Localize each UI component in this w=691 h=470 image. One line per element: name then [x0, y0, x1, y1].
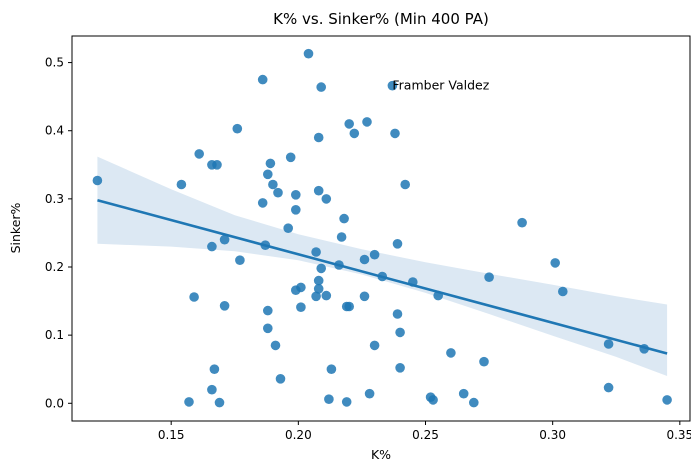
- data-point: [219, 234, 230, 245]
- data-point: [291, 205, 301, 215]
- y-axis-label: Sinker%: [8, 202, 23, 253]
- data-point: [395, 363, 405, 373]
- data-point: [263, 323, 273, 334]
- data-point: [344, 301, 355, 312]
- y-tick-label: 0.2: [45, 260, 64, 274]
- data-point: [339, 213, 349, 224]
- plot-area-frame: [71, 35, 691, 422]
- data-point: [369, 249, 380, 260]
- data-point: [283, 223, 294, 233]
- data-point: [311, 247, 321, 257]
- x-tick-label: 0.20: [285, 428, 312, 442]
- data-point: [273, 187, 283, 198]
- data-point: [209, 364, 220, 375]
- data-point: [428, 395, 438, 405]
- confidence-band-layer: [97, 156, 668, 376]
- regression-line-layer: [97, 198, 668, 355]
- data-point: [392, 309, 403, 319]
- data-point: [603, 339, 614, 349]
- x-tick-label: 0.15: [158, 428, 185, 442]
- data-point: [184, 397, 194, 407]
- y-tick-label: 0.0: [45, 396, 64, 410]
- data-point: [176, 179, 187, 190]
- data-point: [268, 179, 278, 190]
- data-point: [344, 119, 355, 129]
- data-point: [321, 194, 332, 204]
- data-point: [446, 348, 456, 358]
- data-point: [214, 397, 225, 408]
- data-point: [313, 132, 324, 143]
- data-point: [263, 305, 273, 316]
- data-point: [265, 158, 276, 169]
- data-point: [285, 152, 296, 163]
- chart-title: K% vs. Sinker% (Min 400 PA): [273, 10, 489, 28]
- axis-ticks: 0.15 0.20 0.25 0.30 0.35 0.0 0.1 0.2 0.3 0.4 0.5: [45, 56, 691, 442]
- data-point: [369, 340, 380, 351]
- data-point: [469, 397, 479, 408]
- regression-line: [97, 198, 668, 355]
- data-point: [362, 117, 372, 127]
- data-point: [316, 263, 327, 274]
- data-point: [316, 82, 327, 92]
- scatter-points: [92, 48, 672, 408]
- data-point: [194, 149, 204, 159]
- data-point: [257, 74, 268, 85]
- data-point: [296, 282, 306, 293]
- data-point: [326, 364, 337, 375]
- data-point: [400, 179, 411, 190]
- data-point: [341, 397, 352, 407]
- y-tick-label: 0.4: [45, 124, 64, 138]
- data-point: [311, 291, 321, 302]
- data-point: [313, 185, 324, 196]
- data-point: [291, 190, 301, 200]
- data-point: [275, 374, 286, 384]
- data-point: [395, 327, 405, 338]
- data-point: [270, 340, 281, 351]
- data-point: [662, 395, 672, 405]
- data-point: [364, 388, 375, 399]
- confidence-band: [97, 156, 668, 376]
- data-point: [550, 258, 560, 268]
- y-tick-label: 0.1: [45, 328, 64, 342]
- data-point: [359, 254, 370, 265]
- x-axis-label: K%: [371, 447, 391, 462]
- data-point: [235, 255, 245, 265]
- data-point: [313, 284, 324, 294]
- data-point: [558, 286, 568, 297]
- data-point: [484, 272, 494, 283]
- x-tick-label: 0.25: [412, 428, 439, 442]
- data-point: [336, 232, 347, 242]
- y-tick-label: 0.3: [45, 192, 64, 206]
- data-point: [212, 160, 222, 170]
- data-point: [324, 394, 334, 405]
- data-point: [458, 388, 469, 399]
- data-point: [296, 302, 306, 313]
- data-point: [257, 198, 268, 208]
- data-point: [392, 239, 403, 249]
- data-point: [479, 356, 489, 367]
- data-point: [263, 169, 273, 180]
- data-point: [232, 123, 243, 134]
- data-point: [390, 128, 400, 139]
- annotation-label: Framber Valdez: [392, 78, 489, 93]
- data-point: [387, 80, 398, 91]
- data-point: [207, 241, 217, 252]
- x-tick-label: 0.35: [666, 428, 691, 442]
- data-point: [92, 175, 103, 186]
- data-point: [219, 301, 230, 311]
- y-tick-label: 0.5: [45, 56, 64, 70]
- data-point: [313, 275, 324, 286]
- data-point: [189, 292, 199, 302]
- data-point: [359, 291, 370, 302]
- data-point: [207, 384, 217, 395]
- x-tick-label: 0.30: [539, 428, 566, 442]
- data-point: [517, 217, 527, 228]
- data-point: [603, 382, 614, 393]
- data-point: [321, 290, 332, 301]
- data-point: [303, 48, 314, 59]
- data-point: [349, 128, 360, 139]
